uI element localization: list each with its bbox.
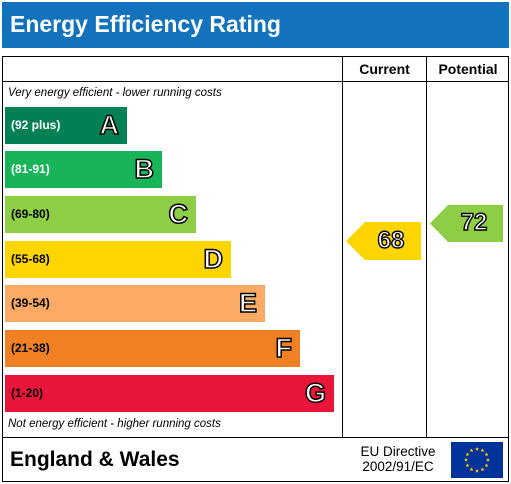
eu-star	[484, 452, 489, 457]
eu-flag-icon	[451, 442, 503, 478]
band-f: (21-38) F	[5, 330, 300, 367]
band-a-letter: A	[99, 109, 120, 141]
current-rating-arrow-shape	[346, 222, 421, 260]
eu-directive-line1: EU Directive	[360, 444, 436, 459]
footer-frame	[2, 437, 509, 482]
band-b-letter: B	[134, 153, 155, 185]
band-g: (1-20) G	[5, 375, 334, 412]
band-d-letter: D	[203, 243, 224, 275]
band-a-range: (92 plus)	[11, 118, 61, 132]
column-divider-potential	[426, 56, 427, 438]
eu-star	[465, 463, 470, 468]
region-label: England & Wales	[10, 448, 180, 471]
eu-star	[465, 452, 470, 457]
eu-star	[464, 457, 468, 462]
band-f-range: (21-38)	[11, 341, 50, 355]
band-d: (55-68) D	[5, 241, 231, 278]
note-top: Very energy efficient - lower running co…	[8, 87, 222, 99]
column-divider-current	[342, 56, 343, 438]
potential-rating-value: 72	[460, 208, 488, 236]
band-c: (69-80) C	[5, 196, 196, 233]
potential-rating-arrow-shape	[430, 205, 503, 242]
band-e: (39-54) E	[5, 285, 265, 322]
column-header-potential: Potential	[438, 61, 498, 77]
band-d-range: (55-68)	[11, 252, 50, 266]
eu-star	[469, 467, 474, 472]
eu-star	[469, 448, 474, 453]
eu-star	[475, 468, 479, 473]
band-f-letter: F	[275, 332, 293, 364]
current-rating-arrow	[346, 222, 421, 260]
eu-directive: EU Directive 2002/91/EC	[350, 444, 446, 474]
note-bottom: Not energy efficient - higher running co…	[8, 418, 221, 430]
band-e-letter: E	[238, 287, 258, 319]
eu-star	[480, 467, 485, 472]
band-b-range: (81-91)	[11, 162, 50, 176]
header-row-divider	[2, 81, 509, 82]
eu-star	[484, 463, 489, 468]
column-header-current: Current	[359, 61, 410, 77]
eu-star	[486, 457, 490, 462]
page-title: Energy Efficiency Rating	[10, 11, 281, 37]
eu-flag-stars	[464, 446, 490, 473]
eu-star	[475, 446, 479, 451]
eu-directive-line2: 2002/91/EC	[362, 459, 434, 474]
band-a: (92 plus) A	[5, 107, 127, 144]
potential-rating-arrow	[430, 205, 503, 242]
band-g-letter: G	[304, 377, 327, 409]
band-g-range: (1-20)	[11, 386, 44, 400]
eu-star	[480, 448, 485, 453]
band-b: (81-91) B	[5, 151, 162, 188]
title-bar: Energy Efficiency Rating	[2, 2, 509, 48]
band-c-range: (69-80)	[11, 207, 50, 221]
band-e-range: (39-54)	[11, 296, 50, 310]
band-c-letter: C	[168, 198, 189, 230]
current-rating-value: 68	[377, 226, 405, 254]
